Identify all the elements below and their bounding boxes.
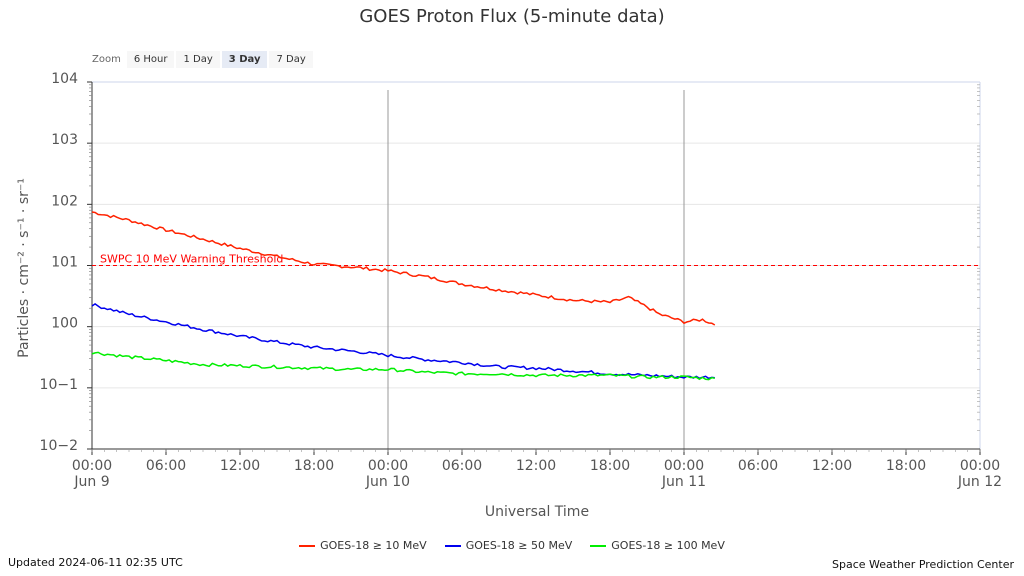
- zoom-7-day-button[interactable]: 7 Day: [269, 50, 313, 68]
- series-layer: [91, 211, 716, 381]
- y-tick-label: 10−2: [40, 438, 78, 454]
- x-tick-date: Jun 9: [73, 474, 109, 490]
- y-tick-label: 101: [51, 255, 78, 271]
- series-line-1: [91, 211, 716, 326]
- y-tick-label: 102: [51, 193, 78, 209]
- y-axis-title: Particles · cm⁻² · s⁻¹ · sr⁻¹: [16, 178, 32, 358]
- day-markers: [387, 90, 685, 449]
- legend-item-2[interactable]: GOES-18 ≥ 50 MeV: [444, 539, 573, 552]
- y-tick-labels: 104 103 102 101 100 10−1 10−2: [40, 71, 980, 454]
- legend-label: GOES-18 ≥ 10 MeV: [320, 539, 427, 552]
- chart-title: GOES Proton Flux (5-minute data): [359, 6, 665, 27]
- x-tick-date: Jun 12: [957, 474, 1002, 490]
- series-line-3: [91, 351, 715, 381]
- zoom-3-day-button[interactable]: 3 Day: [221, 50, 268, 68]
- legend-label: GOES-18 ≥ 100 MeV: [611, 539, 725, 552]
- x-tick-date: Jun 11: [661, 474, 706, 490]
- x-tick-label: 18:00: [590, 458, 630, 474]
- legend-swatch: [444, 544, 461, 547]
- x-tick-date: Jun 10: [365, 474, 410, 490]
- updated-timestamp: Updated 2024-06-11 02:35 UTC: [8, 556, 183, 569]
- zoom-controls: Zoom 6 Hour 1 Day 3 Day 7 Day: [92, 49, 315, 69]
- legend-item-1[interactable]: GOES-18 ≥ 10 MeV: [299, 539, 427, 552]
- x-tick-label: 00:00: [960, 458, 1000, 474]
- zoom-1-day-button[interactable]: 1 Day: [176, 50, 220, 68]
- x-tick-label: 00:00: [664, 458, 704, 474]
- threshold-group: SWPC 10 MeV Warning Threshold: [92, 253, 980, 266]
- legend-swatch: [299, 544, 316, 547]
- zoom-6-hour-button[interactable]: 6 Hour: [126, 50, 175, 68]
- y-tick-label: 10−1: [40, 377, 78, 393]
- y-tick-label: 104: [51, 71, 78, 87]
- x-tick-label: 06:00: [442, 458, 482, 474]
- x-tick-label: 12:00: [220, 458, 260, 474]
- y-tick-label: 103: [51, 132, 78, 148]
- y-tick-label: 100: [51, 316, 78, 332]
- threshold-label: SWPC 10 MeV Warning Threshold: [100, 253, 283, 266]
- legend-swatch: [590, 544, 607, 547]
- x-tick-label: 00:00: [72, 458, 112, 474]
- x-tick-label: 12:00: [812, 458, 852, 474]
- x-tick-label: 12:00: [516, 458, 556, 474]
- x-axis-title: Universal Time: [485, 504, 589, 520]
- x-tick-label: 18:00: [886, 458, 926, 474]
- credit-text: Space Weather Prediction Center: [832, 558, 1014, 571]
- x-tick-label: 06:00: [146, 458, 186, 474]
- legend-item-3[interactable]: GOES-18 ≥ 100 MeV: [590, 539, 725, 552]
- legend-label: GOES-18 ≥ 50 MeV: [465, 539, 573, 552]
- x-tick-label: 00:00: [368, 458, 408, 474]
- zoom-label: Zoom: [92, 53, 121, 65]
- x-tick-label: 18:00: [294, 458, 334, 474]
- legend: GOES-18 ≥ 10 MeV GOES-18 ≥ 50 MeV GOES-18 …: [0, 539, 1024, 552]
- x-tick-label: 06:00: [738, 458, 778, 474]
- series-line-2: [91, 302, 715, 380]
